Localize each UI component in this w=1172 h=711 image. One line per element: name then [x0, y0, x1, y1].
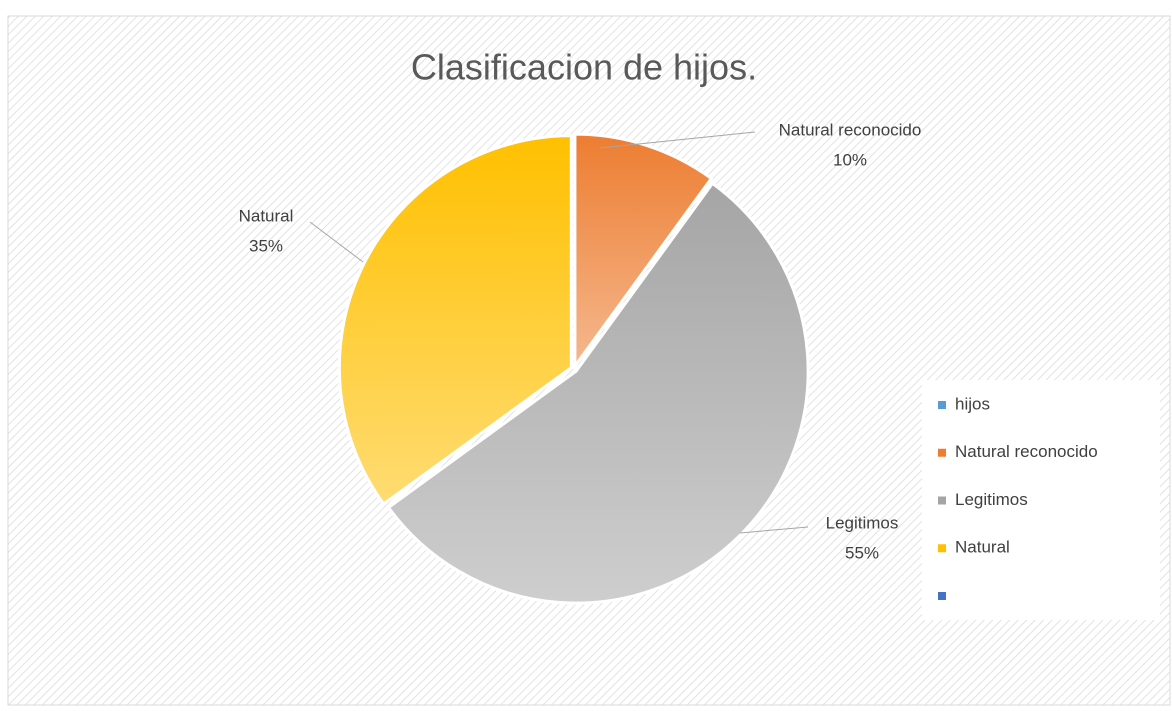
legend-box	[922, 380, 1160, 620]
legend-label: Natural	[955, 538, 1010, 557]
legend-marker	[938, 592, 946, 600]
data-label-name: Legitimos	[826, 513, 899, 532]
legend-label: Legitimos	[955, 490, 1028, 509]
data-label-name: Natural reconocido	[779, 120, 922, 139]
chart-title: Clasificacion de hijos.	[411, 47, 757, 88]
leader-line	[739, 526, 809, 534]
legend-marker	[938, 401, 946, 409]
pie-slice	[337, 134, 573, 507]
leader-line	[599, 131, 756, 149]
data-label: 10%	[833, 150, 867, 169]
data-label-name: Natural	[239, 206, 294, 225]
data-label: 55%	[845, 543, 879, 562]
legend-marker	[938, 544, 946, 553]
leader-line	[309, 221, 364, 263]
legend-label: hijos	[955, 394, 990, 413]
legend-marker	[938, 448, 946, 457]
legend-label: Natural reconocido	[955, 442, 1098, 461]
pie-slice	[386, 181, 810, 605]
pie-slice	[573, 132, 714, 371]
legend-marker	[938, 496, 946, 505]
data-label: 35%	[249, 236, 283, 255]
